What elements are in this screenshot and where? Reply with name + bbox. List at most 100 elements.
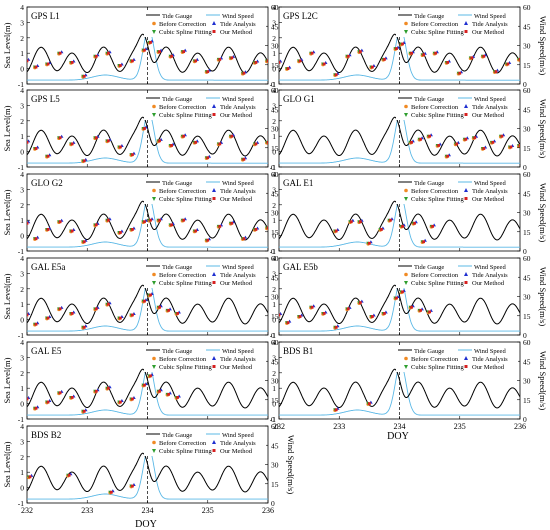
y2-tick-label: 0 [271, 163, 275, 172]
our-method-point [94, 136, 98, 140]
y2-tick-label: 60 [271, 3, 279, 12]
our-method-point [118, 145, 122, 149]
y2-tick-label: 30 [523, 42, 531, 51]
y2-tick-label: 45 [271, 189, 279, 198]
sea-level-axis-label: Sea Level(m) [2, 105, 12, 151]
y-tick-label: 3 [20, 185, 24, 194]
legend-tide-analysis-swatch [212, 21, 216, 25]
y2-tick-label: 15 [271, 228, 279, 237]
our-method-point [242, 157, 246, 161]
our-method-point [410, 305, 413, 309]
our-method-point [254, 228, 258, 231]
legend-before-correction-label: Before Correction [411, 272, 459, 279]
y-tick-label: 2 [272, 285, 276, 294]
our-method-point [149, 293, 152, 297]
wind-speed-axis-label: Wind Speed(m/s) [538, 183, 548, 243]
y-tick-label: 4 [272, 254, 276, 263]
y-tick-label: 1 [20, 468, 24, 477]
our-method-point [383, 312, 386, 315]
sea-level-axis-label: Sea Level(m) [2, 273, 12, 319]
legend-cubic-spline-swatch [152, 281, 156, 285]
y2-tick-label: 45 [523, 273, 531, 282]
our-method-point [298, 315, 302, 318]
y-tick-label: 2 [272, 201, 276, 210]
y-tick-label: 3 [272, 269, 276, 278]
y2-tick-label: 45 [271, 357, 279, 366]
our-method-point [58, 307, 62, 311]
our-method-point [46, 62, 50, 66]
legend-before-correction-swatch [404, 21, 408, 26]
our-method-point [158, 305, 161, 309]
y2-tick-label: 30 [523, 377, 531, 386]
our-method-point [518, 57, 520, 61]
our-method-point [58, 136, 62, 140]
legend-tide-gauge-label: Tide Gauge [162, 180, 192, 187]
legend-tide-analysis-swatch [464, 356, 468, 360]
legend-box [396, 177, 518, 204]
our-method-point [518, 144, 520, 147]
our-method-point [298, 59, 302, 63]
our-method-point [500, 134, 504, 138]
legend-our-method-label: Our Method [472, 364, 505, 371]
our-method-point [194, 229, 198, 233]
our-method-point [473, 136, 477, 140]
legend-before-correction-swatch [404, 188, 408, 193]
legend-wind-speed-label: Wind Speed [222, 13, 254, 20]
our-method-point [470, 56, 474, 60]
our-method-point [131, 397, 134, 401]
y-tick-label: 2 [20, 34, 24, 43]
our-method-point [94, 223, 98, 227]
legend-tide-analysis-swatch [464, 21, 468, 25]
our-method-point [182, 50, 186, 54]
our-method-point [46, 154, 50, 158]
legend-tide-analysis-swatch [464, 104, 468, 108]
our-method-point [413, 221, 416, 225]
our-method-point [158, 218, 161, 222]
y-tick-label: 4 [20, 338, 24, 347]
y-tick-label: 4 [20, 86, 24, 95]
our-method-point [70, 312, 74, 315]
legend-tide-analysis-label: Tide Analysis [472, 356, 508, 363]
our-method-point [370, 65, 374, 69]
legend-cubic-spline-swatch [152, 449, 156, 453]
legend-our-method-label: Our Method [472, 29, 505, 36]
our-method-point [118, 400, 122, 404]
y-tick-label: 3 [272, 353, 276, 362]
legend-tide-gauge-label: Tide Gauge [162, 96, 192, 103]
legend-our-method-swatch [464, 365, 468, 368]
our-method-point [419, 308, 422, 312]
panel-title: GLO G1 [283, 94, 315, 104]
our-method-point [70, 229, 74, 233]
legend-tide-analysis-label: Tide Analysis [220, 188, 256, 195]
our-method-point [34, 65, 38, 69]
sea-level-axis-label: Sea Level(m) [2, 441, 12, 487]
our-method-point [349, 220, 353, 224]
our-method-point [358, 220, 362, 224]
legend-tide-analysis-label: Tide Analysis [220, 272, 256, 279]
our-method-point [367, 402, 371, 405]
our-method-point [401, 224, 404, 228]
y2-tick-label: 30 [271, 377, 279, 386]
our-method-point [131, 228, 134, 231]
our-method-point [27, 140, 29, 144]
our-method-point [167, 392, 170, 396]
y-tick-label: 2 [272, 34, 276, 43]
our-method-point [131, 59, 134, 63]
y2-tick-label: 30 [523, 125, 531, 134]
our-method-point [28, 475, 32, 479]
our-method-point [27, 59, 29, 63]
legend-wind-speed-label: Wind Speed [474, 13, 506, 20]
legend-before-correction-label: Before Correction [159, 188, 207, 195]
our-method-point [482, 147, 486, 150]
our-method-point [206, 156, 210, 160]
y2-tick-label: 0 [523, 163, 527, 172]
legend-our-method-label: Our Method [220, 196, 253, 203]
legend-before-correction-label: Before Correction [411, 188, 459, 195]
our-method-point [106, 218, 110, 222]
our-method-point [34, 406, 38, 410]
legend-cubic-spline-label: Cubic Spline Fitting [411, 196, 464, 203]
y2-tick-label: 30 [271, 461, 279, 470]
y-tick-label: 0 [272, 232, 276, 241]
